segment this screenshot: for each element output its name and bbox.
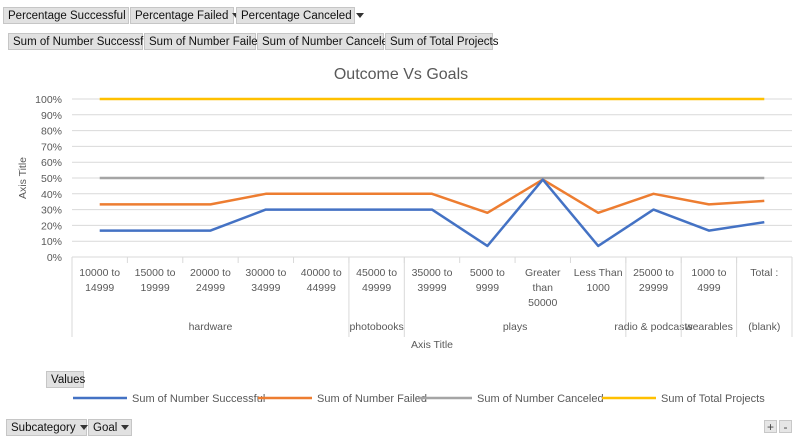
legend-label: Sum of Total Projects [661, 393, 765, 405]
filter-percentage-canceled[interactable]: Percentage Canceled [236, 7, 364, 24]
y-tick-label: 40% [41, 189, 62, 201]
value-field-failed[interactable]: Sum of Number Failed [144, 33, 264, 50]
x-tick-label-line: 1000 to [691, 267, 726, 279]
filter-label: Percentage Successful [8, 10, 126, 22]
legend-label: Sum of Number Canceled [477, 393, 604, 405]
y-tick-label: 80% [41, 126, 62, 138]
y-tick-label: 10% [41, 236, 62, 248]
group-label: wearables [684, 321, 733, 333]
value-field-label: Sum of Number Successful [13, 36, 153, 48]
x-tick-label: 35000 to 39999 [412, 267, 453, 294]
values-button-label: Values [51, 374, 86, 386]
value-field-label: Sum of Number Failed [149, 36, 265, 48]
value-field-successful[interactable]: Sum of Number Successful [8, 33, 152, 50]
x-tick-label: 1000 to 4999 [691, 267, 726, 294]
x-tick-label: 10000 to 14999 [79, 267, 120, 294]
series-line [99, 178, 765, 215]
x-tick-label-line: 39999 [417, 282, 446, 294]
legend-label: Sum of Number Failed [317, 393, 427, 405]
x-tick-label-line: than [533, 282, 554, 294]
x-tick-label-line: 10000 to [79, 267, 120, 279]
filter-label: Subcategory [11, 422, 76, 434]
filter-label: Percentage Failed [135, 10, 229, 22]
x-tick-label-line: 1000 [586, 282, 610, 294]
y-tick-label: 20% [41, 220, 62, 232]
y-tick-label: 50% [41, 173, 62, 185]
chart-title: Outcome Vs Goals [334, 66, 468, 83]
x-tick-label-line: 24999 [196, 282, 225, 294]
x-axis-title: Axis Title [411, 339, 453, 351]
x-tick-label-line: 14999 [85, 282, 114, 294]
x-tick-label: 15000 to 19999 [135, 267, 176, 294]
values-button[interactable]: Values [46, 371, 86, 388]
x-tick-label-line: 34999 [251, 282, 280, 294]
y-tick-label: 60% [41, 157, 62, 169]
x-tick-label-line: 49999 [362, 282, 391, 294]
x-axis: 10000 to 14999 15000 to 19999 20000 to 24999 3… [71, 257, 793, 337]
y-tick-label: 70% [41, 141, 62, 153]
x-tick-label-line: Greater [525, 267, 561, 279]
dropdown-arrow-icon[interactable] [121, 425, 130, 431]
filter-percentage-failed[interactable]: Percentage Failed [130, 7, 241, 24]
filter-label: Goal [93, 422, 118, 434]
x-tick-label: 40000 to 44999 [301, 267, 342, 294]
group-label: hardware [189, 321, 233, 333]
x-tick-label-line: 44999 [307, 282, 336, 294]
x-tick-label-line: 5000 to [470, 267, 505, 279]
x-tick-label: Less Than 1000 [574, 267, 623, 294]
legend: Sum of Number Successful Sum of Number Fa… [73, 393, 765, 405]
filter-label: Percentage Canceled [241, 10, 352, 22]
x-tick-label-line: 29999 [639, 282, 668, 294]
filter-goal[interactable]: Goal [88, 419, 132, 436]
group-label: radio & podcasts [614, 321, 692, 333]
x-tick-label-line: 19999 [140, 282, 169, 294]
x-tick-label-line: 50000 [528, 297, 557, 309]
x-tick-label-line: 9999 [476, 282, 500, 294]
y-tick-label: 30% [41, 205, 62, 217]
x-tick-label: Greater than 50000 [525, 267, 561, 309]
collapse-button[interactable]: - [779, 420, 792, 433]
y-axis-ticks: 0% 10% 20% 30% 40% 50% 60% 70% 80% 90% 100% [35, 94, 62, 264]
value-field-label: Sum of Total Projects [390, 36, 499, 48]
y-tick-label: 100% [35, 94, 62, 106]
series-line [99, 178, 765, 248]
x-tick-label-line: 35000 to [412, 267, 453, 279]
x-tick-label-line: 45000 to [356, 267, 397, 279]
x-tick-label: 20000 to 24999 [190, 267, 231, 294]
dropdown-arrow-icon[interactable] [79, 425, 88, 431]
x-tick-label-line: 40000 to [301, 267, 342, 279]
y-tick-label: 90% [41, 110, 62, 122]
dropdown-arrow-icon[interactable] [355, 13, 364, 19]
filter-percentage-successful[interactable]: Percentage Successful [3, 7, 138, 24]
value-field-label: Sum of Number Canceled [262, 36, 395, 48]
x-tick-label-line: 15000 to [135, 267, 176, 279]
expand-button[interactable]: + [764, 420, 777, 433]
x-tick-label: 30000 to 34999 [245, 267, 286, 294]
y-axis-title: Axis Title [17, 157, 29, 199]
group-label: (blank) [748, 321, 780, 333]
x-tick-label: Total : [750, 267, 778, 279]
group-label: plays [503, 321, 528, 333]
x-tick-label-line: Total : [750, 267, 778, 279]
x-tick-label-line: Less Than [574, 267, 623, 279]
legend-label: Sum of Number Successful [132, 393, 265, 405]
x-tick-label: 45000 to 49999 [356, 267, 397, 294]
value-field-total[interactable]: Sum of Total Projects [385, 33, 498, 50]
value-field-canceled[interactable]: Sum of Number Canceled [257, 33, 394, 50]
x-tick-label-line: 25000 to [633, 267, 674, 279]
x-tick-label-line: 4999 [697, 282, 721, 294]
filter-subcategory[interactable]: Subcategory [6, 419, 88, 436]
series-lines [99, 97, 765, 248]
x-tick-label-line: 20000 to [190, 267, 231, 279]
y-tick-label: 0% [47, 252, 62, 264]
x-tick-label: 5000 to 9999 [470, 267, 505, 294]
group-label: photobooks [349, 321, 403, 333]
x-tick-label: 25000 to 29999 [633, 267, 674, 294]
x-tick-label-line: 30000 to [245, 267, 286, 279]
